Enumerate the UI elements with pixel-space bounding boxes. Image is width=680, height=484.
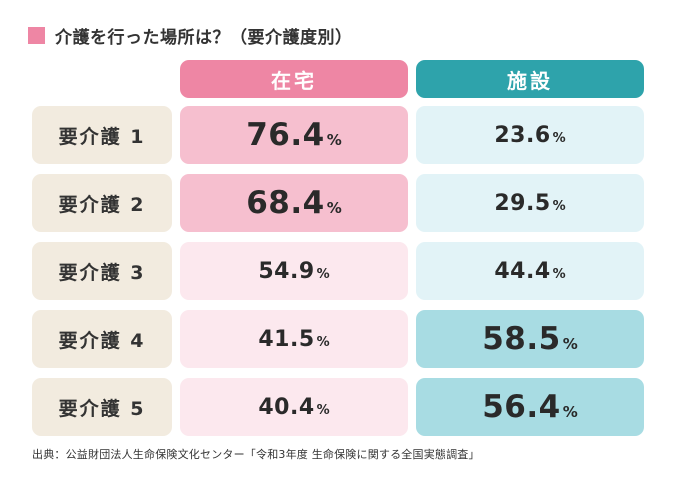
home-value-2: 68.4%: [180, 174, 408, 232]
home-number-3: 54.9: [258, 258, 315, 284]
facility-value-1: 23.6%: [416, 106, 644, 164]
column-header-facility: 施設: [416, 60, 644, 98]
facility-unit-4: %: [562, 335, 578, 353]
facility-number-3: 44.4: [494, 258, 551, 284]
home-unit-5: %: [316, 402, 330, 418]
home-value-4: 41.5%: [180, 310, 408, 368]
facility-number-5: 56.4: [482, 389, 561, 425]
home-number-4: 41.5: [258, 326, 315, 352]
chart-title-row: 介護を行った場所は？（要介護度別）: [28, 22, 353, 48]
home-number-1: 76.4: [246, 117, 325, 153]
home-number-2: 68.4: [246, 185, 325, 221]
row-label-3: 要介護 3: [32, 242, 172, 300]
source-note: 出典：公益財団法人生命保険文化センター「令和3年度 生命保険に関する全国実態調査…: [32, 448, 480, 461]
facility-unit-5: %: [562, 403, 578, 421]
home-unit-3: %: [316, 266, 330, 282]
column-header-home: 在宅: [180, 60, 408, 98]
facility-number-4: 58.5: [482, 321, 561, 357]
row-label-4: 要介護 4: [32, 310, 172, 368]
chart-title: 介護を行った場所は？（要介護度別）: [55, 27, 353, 48]
facility-number-1: 23.6: [494, 122, 551, 148]
title-marker: [28, 26, 45, 44]
facility-value-3: 44.4%: [416, 242, 644, 300]
home-value-3: 54.9%: [180, 242, 408, 300]
facility-unit-3: %: [552, 266, 566, 282]
home-unit-1: %: [326, 131, 342, 149]
facility-value-5: 56.4%: [416, 378, 644, 436]
row-label-5: 要介護 5: [32, 378, 172, 436]
facility-value-4: 58.5%: [416, 310, 644, 368]
home-unit-4: %: [316, 334, 330, 350]
home-value-1: 76.4%: [180, 106, 408, 164]
facility-unit-1: %: [552, 130, 566, 146]
home-value-5: 40.4%: [180, 378, 408, 436]
home-unit-2: %: [326, 199, 342, 217]
facility-unit-2: %: [552, 198, 566, 214]
facility-value-2: 29.5%: [416, 174, 644, 232]
row-label-2: 要介護 2: [32, 174, 172, 232]
facility-number-2: 29.5: [494, 190, 551, 216]
home-number-5: 40.4: [258, 394, 315, 420]
row-label-1: 要介護 1: [32, 106, 172, 164]
